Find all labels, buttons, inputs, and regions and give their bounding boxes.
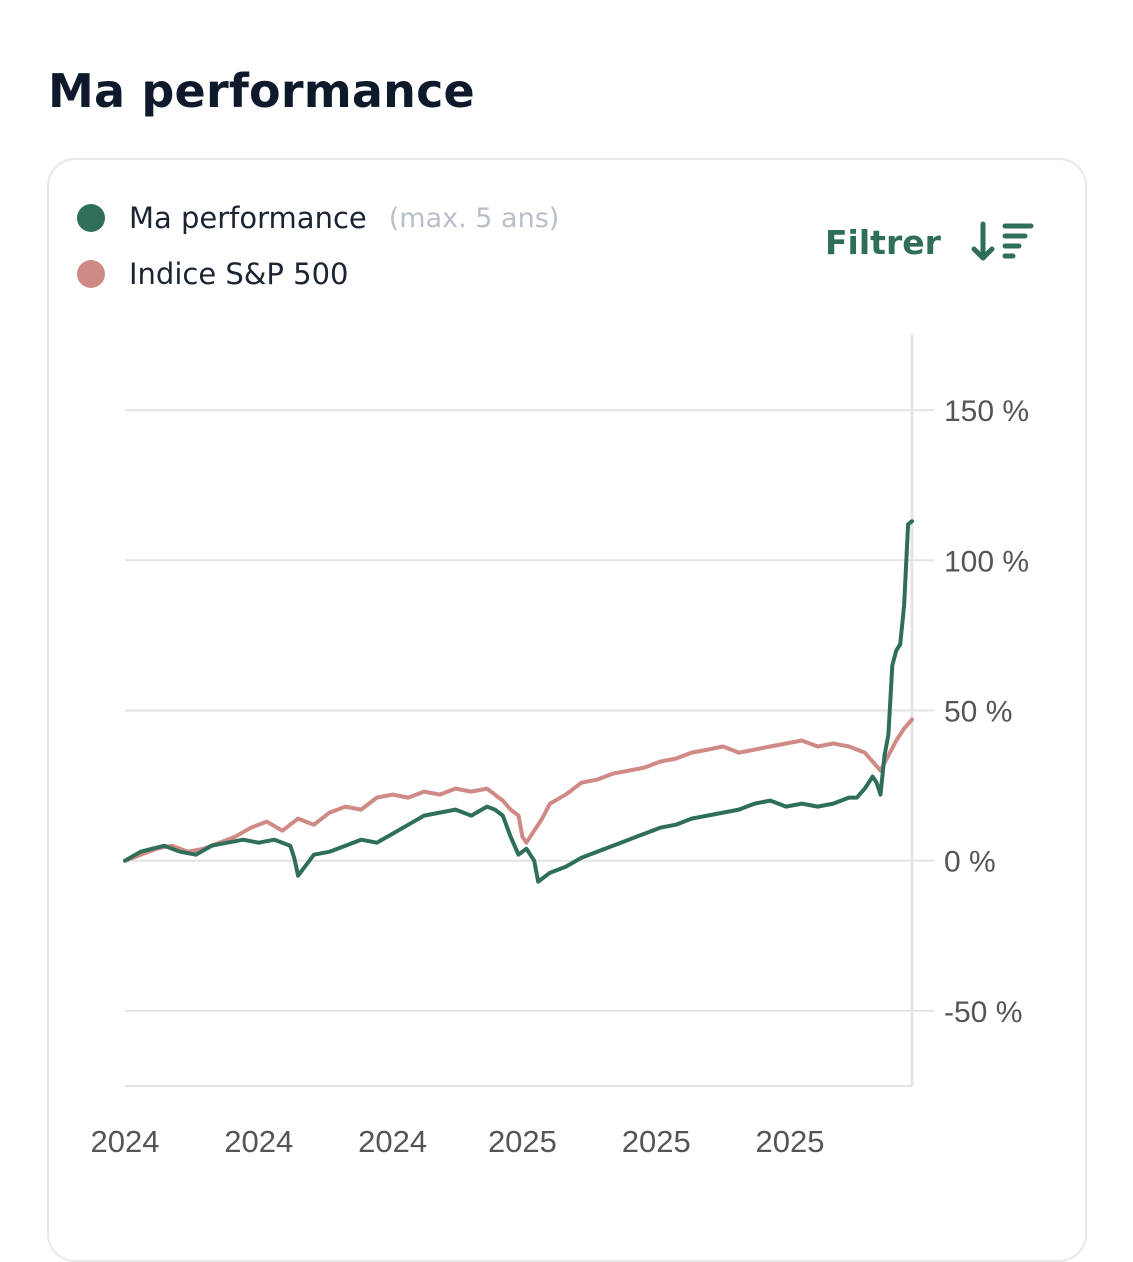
x-tick-label-1: 2024 [224,1124,293,1159]
x-axis-labels: 2024 2024 2024 2025 2025 2025 [91,1124,825,1159]
chart-grid [125,335,934,1087]
x-tick-label-4: 2025 [622,1124,691,1159]
performance-chart: 150 %100 %50 %0 %-50 % 2024 2024 2024 2025 2… [91,335,1029,1159]
chart-legend: Ma performance (max. 5 ans) Indice S&P 5… [77,190,559,302]
sort-descending-icon [971,221,1034,261]
y-tick-label-2: 50 % [944,696,1012,729]
legend-label-sp500: Indice S&P 500 [129,257,349,291]
series-line-performance [123,519,914,884]
legend-dot-sp500 [77,260,105,288]
filter-label: Filtrer [825,222,941,262]
chart-series [123,519,914,884]
x-tick-label-0: 2024 [91,1124,160,1159]
legend-note-max-years: (max. 5 ans) [388,202,560,234]
filter-button[interactable]: Filtrer [825,220,1037,264]
legend-dot-performance [77,204,105,232]
y-axis-labels: 150 % 100 % 50 % 0 % -50 % [944,395,1029,1029]
series-line-sp500 [123,717,914,863]
legend-item-sp500[interactable]: Indice S&P 500 [77,246,559,302]
y-tick-label-4: -50 % [944,996,1022,1029]
y-tick-label-1: 100 % [944,545,1029,578]
legend-item-performance[interactable]: Ma performance (max. 5 ans) [77,190,559,246]
page-title: Ma performance [48,64,475,118]
legend-label-performance: Ma performance [129,201,367,235]
y-tick-label-0: 150 % [944,395,1029,428]
y-tick-label-3: 0 % [944,846,996,879]
x-tick-label-3: 2025 [488,1124,557,1159]
x-tick-label-2: 2024 [358,1124,427,1159]
x-tick-label-5: 2025 [756,1124,825,1159]
